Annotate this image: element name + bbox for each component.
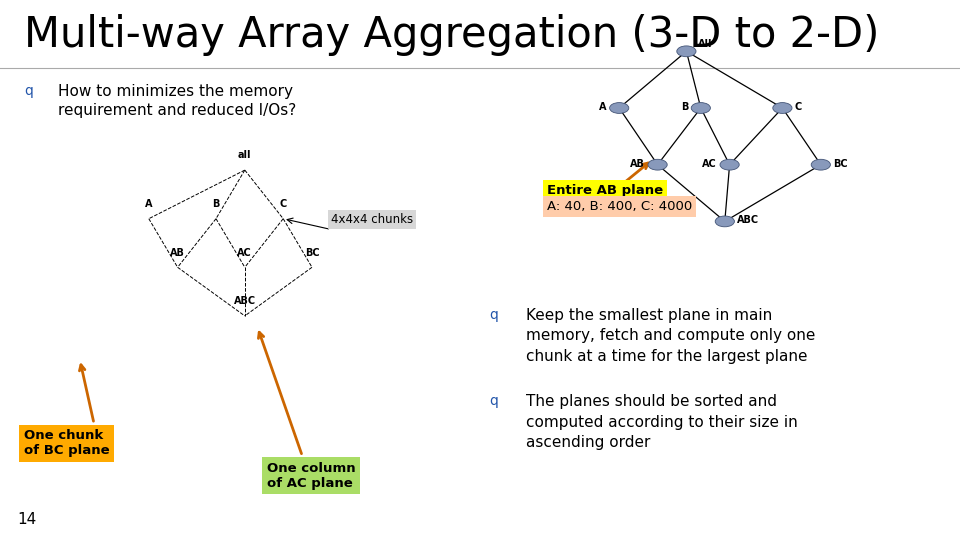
Text: A: A	[145, 199, 153, 209]
Circle shape	[720, 159, 739, 170]
Text: AB: AB	[170, 247, 185, 258]
Text: ABC: ABC	[737, 215, 759, 225]
Circle shape	[610, 103, 629, 113]
Text: 14: 14	[17, 511, 36, 526]
Text: q: q	[490, 394, 498, 408]
Text: AB: AB	[631, 159, 645, 168]
Text: BC: BC	[833, 159, 848, 168]
Text: Keep the smallest plane in main
memory, fetch and compute only one
chunk at a ti: Keep the smallest plane in main memory, …	[526, 308, 815, 363]
Text: 4x4x4 chunks: 4x4x4 chunks	[331, 213, 414, 226]
Text: ABC: ABC	[233, 296, 256, 306]
Text: Entire AB plane: Entire AB plane	[547, 184, 663, 197]
Text: AC: AC	[237, 247, 252, 258]
Text: C: C	[279, 199, 287, 209]
Text: A: A	[599, 102, 607, 112]
Text: all: all	[238, 150, 252, 160]
Text: The planes should be sorted and
computed according to their size in
ascending or: The planes should be sorted and computed…	[526, 394, 798, 450]
Text: C: C	[795, 102, 803, 112]
Text: BC: BC	[304, 247, 320, 258]
Circle shape	[715, 216, 734, 227]
Circle shape	[691, 103, 710, 113]
Text: B: B	[212, 199, 220, 209]
Text: Multi-way Array Aggregation (3-D to 2-D): Multi-way Array Aggregation (3-D to 2-D)	[24, 14, 879, 56]
Text: How to minimizes the memory
requirement and reduced I/Os?: How to minimizes the memory requirement …	[58, 84, 296, 118]
Circle shape	[773, 103, 792, 113]
Text: A: 40, B: 400, C: 4000: A: 40, B: 400, C: 4000	[547, 200, 692, 213]
Text: q: q	[24, 84, 33, 98]
Circle shape	[648, 159, 667, 170]
Text: q: q	[490, 308, 498, 322]
Text: All: All	[698, 39, 712, 49]
Text: One chunk
of BC plane: One chunk of BC plane	[24, 429, 109, 457]
Circle shape	[811, 159, 830, 170]
Circle shape	[677, 46, 696, 57]
Text: One column
of AC plane: One column of AC plane	[267, 462, 355, 490]
Text: B: B	[681, 102, 688, 112]
Text: AC: AC	[703, 159, 717, 168]
